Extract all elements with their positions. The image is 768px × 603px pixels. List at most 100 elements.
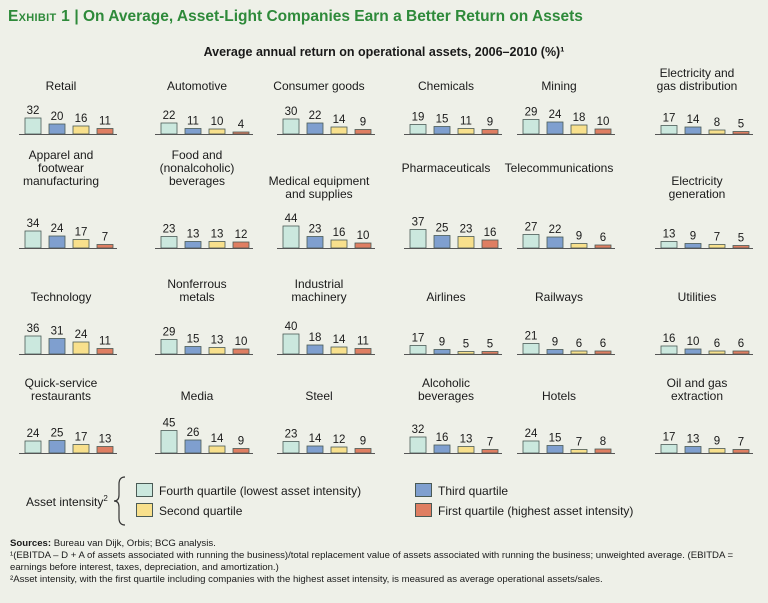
bar-fourth-quartile (522, 440, 540, 454)
bar-third-quartile (48, 338, 66, 355)
bar-first-quartile (354, 129, 372, 135)
category-label: Consumer goods (273, 79, 364, 93)
value-label: 13 (187, 229, 200, 241)
category-label: footwear (38, 161, 84, 175)
category-label: machinery (291, 290, 346, 304)
bar-first-quartile (96, 244, 114, 249)
bar-third-quartile (684, 243, 702, 249)
category-label: Automotive (167, 79, 227, 93)
category-label: Nonferrous (167, 277, 226, 291)
bar-second-quartile (708, 350, 726, 355)
category-label: Food and (172, 148, 223, 162)
value-label: 10 (235, 336, 248, 348)
value-label: 15 (187, 334, 200, 346)
value-label: 26 (187, 427, 200, 439)
bar-first-quartile (232, 448, 250, 454)
value-label: 6 (738, 338, 744, 350)
value-label: 6 (600, 338, 606, 350)
bar-fourth-quartile (282, 333, 300, 355)
legend-item-second-quartile: Second quartile (136, 503, 242, 518)
panel: Hotels 24 15 7 8 (517, 389, 615, 454)
value-label: 31 (51, 326, 64, 338)
panel: Consumer goods 30 22 14 9 (273, 79, 375, 135)
bar-third-quartile (546, 445, 564, 454)
value-label: 10 (211, 116, 224, 128)
bar-first-quartile (594, 244, 612, 249)
bar-first-quartile (232, 131, 250, 135)
panel: Pharmaceuticals 37 25 23 16 (402, 161, 502, 249)
bar-fourth-quartile (660, 125, 678, 135)
bar-second-quartile (208, 445, 226, 454)
bar-second-quartile (708, 448, 726, 454)
bar-first-quartile (594, 128, 612, 135)
value-label: 10 (597, 116, 610, 128)
bar-third-quartile (546, 121, 564, 135)
bar-second-quartile (330, 446, 348, 454)
legend-item-third-quartile: Third quartile (415, 483, 508, 498)
bar-second-quartile (570, 243, 588, 249)
bar-third-quartile (48, 123, 66, 135)
value-label: 16 (75, 113, 88, 125)
bar-third-quartile (546, 236, 564, 249)
bar-third-quartile (48, 235, 66, 249)
value-label: 9 (439, 337, 445, 349)
legend-item-fourth-quartile: Fourth quartile (lowest asset intensity) (136, 483, 361, 498)
bar-fourth-quartile (282, 118, 300, 135)
category-label: extraction (671, 389, 723, 403)
value-label: 11 (99, 116, 111, 128)
legend-swatch-second (136, 503, 153, 517)
value-label: 20 (51, 111, 64, 123)
value-label: 14 (211, 433, 224, 445)
bar-fourth-quartile (660, 444, 678, 454)
bar-second-quartile (570, 350, 588, 355)
bar-first-quartile (354, 242, 372, 249)
value-label: 5 (738, 119, 744, 131)
bar-third-quartile (306, 122, 324, 135)
bar-second-quartile (570, 449, 588, 454)
panel: Chemicals 19 15 11 9 (404, 79, 502, 135)
value-label: 9 (714, 436, 720, 448)
category-label: Oil and gas (667, 376, 728, 390)
value-label: 17 (412, 333, 425, 345)
bar-third-quartile (184, 439, 202, 454)
value-label: 24 (549, 109, 562, 121)
category-label: Pharmaceuticals (402, 161, 491, 175)
bar-first-quartile (232, 241, 250, 249)
value-label: 36 (27, 323, 40, 335)
value-label: 8 (600, 436, 606, 448)
bar-fourth-quartile (24, 335, 42, 355)
value-label: 12 (235, 229, 248, 241)
value-label: 24 (525, 428, 538, 440)
panel: Mining 29 24 18 10 (517, 79, 615, 135)
category-label: Apparel and (29, 148, 94, 162)
footnote-1: ¹(EBITDA – D + A of assets associated wi… (10, 550, 734, 574)
category-label: generation (669, 187, 726, 201)
small-multiples-bar-chart: Retail 32 20 16 11 Automotive 22 11 10 4 Consumer … (19, 66, 753, 454)
value-label: 23 (163, 224, 176, 236)
panel: Utilities 16 10 6 6 (655, 290, 753, 355)
bar-fourth-quartile (24, 230, 42, 249)
bar-second-quartile (72, 239, 90, 249)
bar-third-quartile (433, 126, 451, 135)
value-label: 22 (549, 224, 562, 236)
value-label: 4 (238, 119, 245, 131)
bar-first-quartile (96, 348, 114, 355)
bar-second-quartile (708, 244, 726, 249)
bar-fourth-quartile (522, 343, 540, 355)
category-label: Railways (535, 290, 583, 304)
category-label: Telecommunications (505, 161, 614, 175)
value-label: 9 (360, 436, 366, 448)
bar-third-quartile (546, 349, 564, 355)
category-label: Medical equipment (269, 174, 370, 188)
bar-fourth-quartile (160, 339, 178, 355)
legend-swatch-fourth (136, 483, 153, 497)
bar-first-quartile (481, 351, 499, 355)
value-label: 7 (487, 437, 493, 449)
panel: Retail 32 20 16 11 (19, 79, 117, 135)
bar-third-quartile (684, 446, 702, 454)
value-label: 24 (27, 428, 40, 440)
